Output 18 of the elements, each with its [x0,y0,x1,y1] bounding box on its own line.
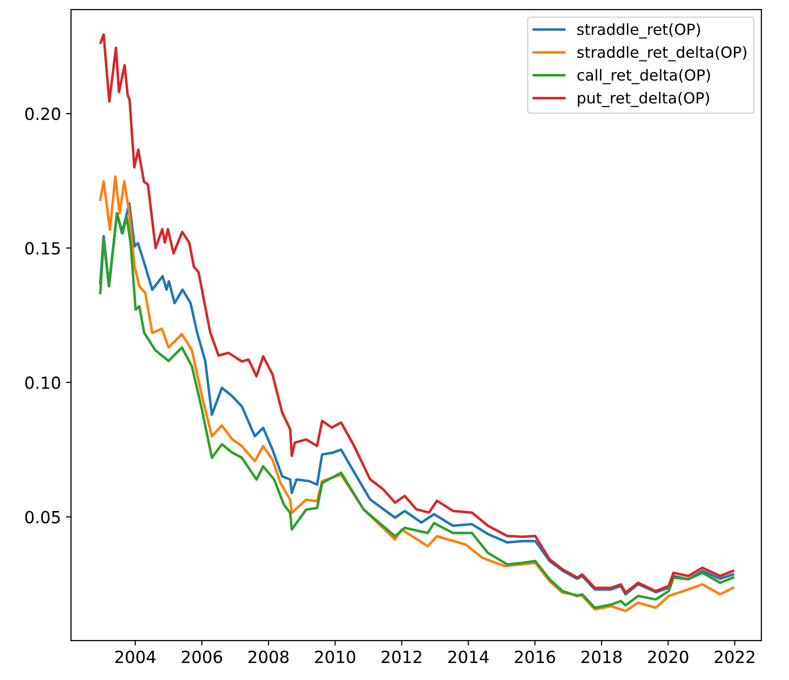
y-tick-label: 0.05 [25,510,60,524]
legend-label: straddle_ret_delta(OP) [577,46,746,62]
legend-label: straddle_ret(OP) [577,23,700,38]
y-tick-label: 0.15 [25,242,60,255]
x-tick-label: 2022 [714,650,754,664]
x-tick-label: 2008 [248,650,289,664]
x-tick-label: 2012 [382,650,422,664]
y-tick-label: 0.10 [25,376,60,390]
x-tick-label: 2006 [182,650,222,664]
x-tick-label: 2018 [582,650,622,664]
legend-label: call_ret_delta(OP) [577,68,710,84]
y-tick-label: 0.20 [25,108,60,120]
x-tick-label: 2016 [514,650,556,664]
legend-label: put_ret_delta(OP) [578,92,710,108]
x-tick-label: 2020 [648,650,688,664]
x-tick-label: 2010 [315,650,356,664]
x-tick-label: 2004 [115,650,156,664]
x-tick-label: 2014 [448,650,489,664]
